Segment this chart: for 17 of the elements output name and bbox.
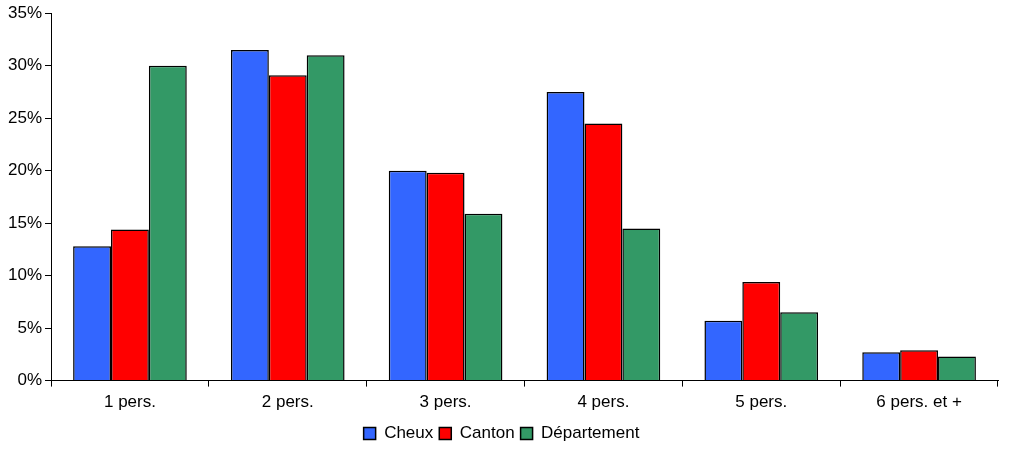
x-tick-label: 3 pers.: [419, 392, 472, 412]
y-tick-label: 20%: [7, 160, 43, 180]
x-tick-label: 4 pers.: [577, 392, 630, 412]
x-tick-label: 5 pers.: [735, 392, 788, 412]
y-tick-label: 35%: [7, 2, 43, 22]
legend-label: Canton: [459, 423, 515, 443]
x-tick-label: 6 pers. et +: [876, 392, 962, 412]
y-tick-label: 30%: [7, 55, 43, 75]
y-tick-label: 0%: [17, 370, 43, 390]
x-tick-label: 1 pers.: [103, 392, 156, 412]
x-tick-label: 2 pers.: [261, 392, 314, 412]
legend-label: Cheux: [384, 423, 434, 443]
legend-label: Département: [541, 423, 640, 443]
y-tick-label: 10%: [7, 265, 43, 285]
y-tick-label: 15%: [7, 212, 43, 232]
y-tick-label: 5%: [17, 317, 43, 337]
y-tick-label: 25%: [7, 107, 43, 127]
